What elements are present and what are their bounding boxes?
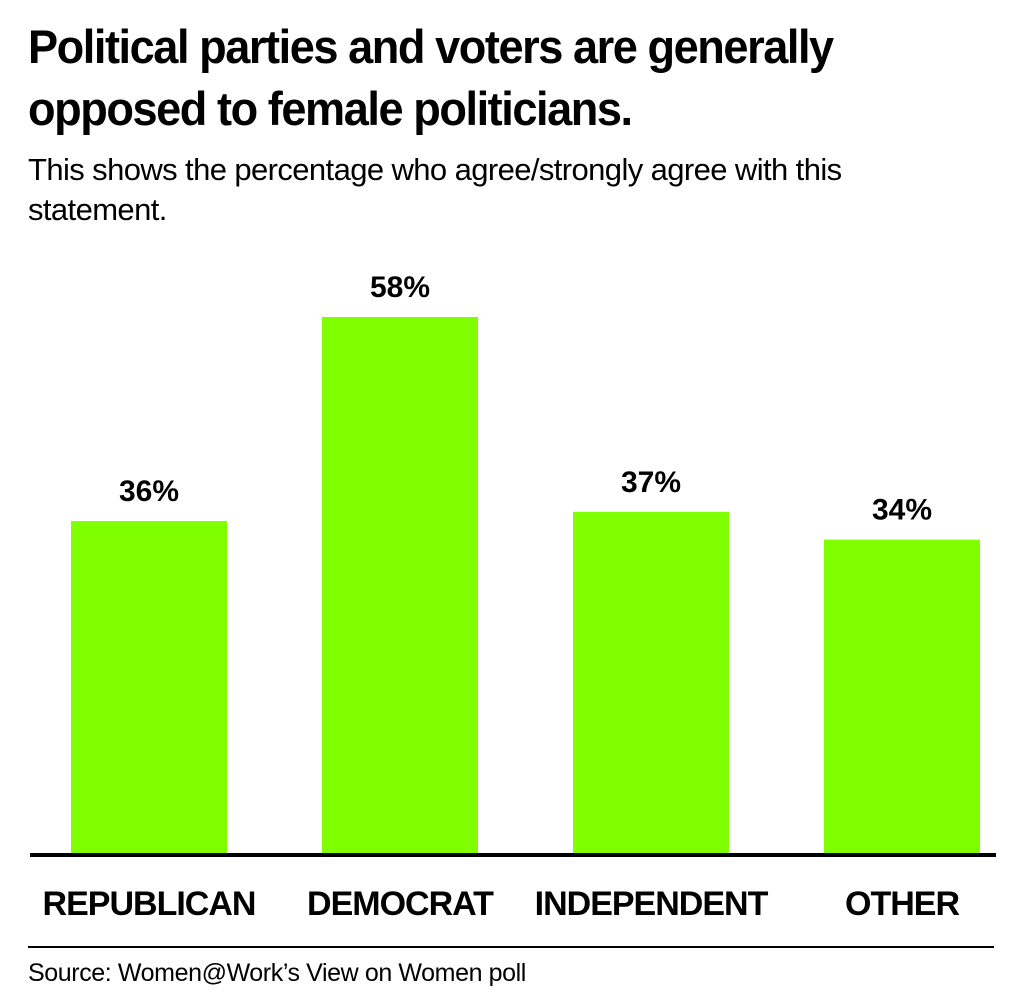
chart-title: Political parties and voters are general… [28,20,834,135]
source-note: Source: Women@Work’s View on Women poll [28,959,526,987]
source-divider [28,946,994,948]
bar-chart: 36% 58% 37% 34% REPUBLICAN DEMOCRAT INDEPENDE… [30,271,996,923]
bar-republican [71,521,227,855]
chart-subtitle: This shows the percentage who agree/stro… [28,152,842,227]
category-labels-layer: REPUBLICAN DEMOCRAT INDEPENDENT OTHER [43,885,961,923]
bar-other [824,539,980,855]
value-label-other: 34% [872,494,932,527]
category-label-other: OTHER [845,885,959,923]
value-label-republican: 36% [119,475,179,508]
bars-layer [71,317,980,855]
value-label-democrat: 58% [370,271,430,304]
bar-independent [573,511,729,855]
category-label-independent: INDEPENDENT [535,885,769,923]
value-label-independent: 37% [621,466,681,499]
category-label-republican: REPUBLICAN [43,885,256,923]
bar-democrat [322,317,478,855]
value-labels-layer: 36% 58% 37% 34% [119,271,932,527]
category-label-democrat: DEMOCRAT [307,885,494,923]
